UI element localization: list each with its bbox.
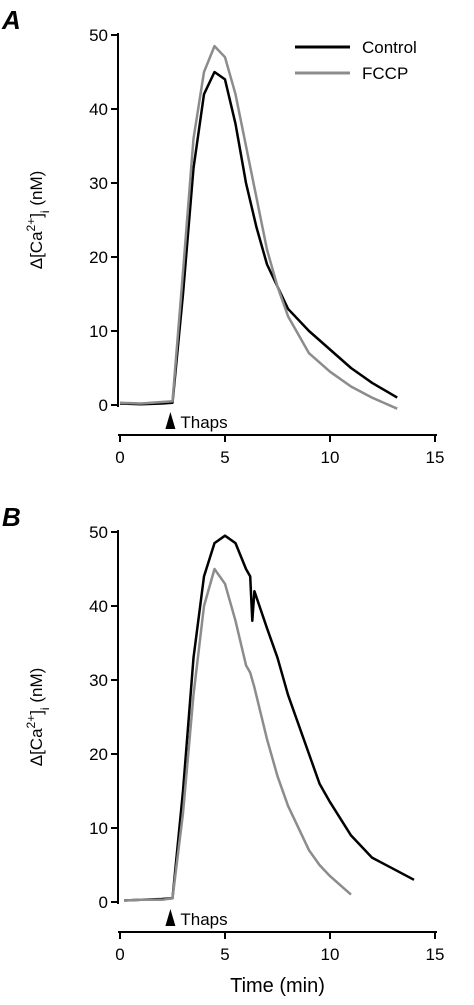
y-tick-label: 50 bbox=[89, 523, 108, 542]
x-tick-label: 15 bbox=[426, 945, 445, 964]
annotation-label: Thaps bbox=[180, 910, 227, 929]
series-line bbox=[124, 534, 415, 902]
y-axis-label-part: ] bbox=[27, 213, 46, 218]
x-tick-label: 15 bbox=[426, 448, 445, 467]
series-line bbox=[119, 44, 398, 410]
panel-label: A bbox=[1, 5, 21, 35]
x-tick-label: 10 bbox=[321, 945, 340, 964]
y-axis-label-part: (nM) bbox=[27, 668, 46, 708]
y-tick-label: 0 bbox=[99, 396, 108, 415]
panel-label: B bbox=[2, 502, 21, 532]
y-axis-label-part: i bbox=[38, 210, 52, 213]
legend-label: Control bbox=[362, 38, 417, 57]
series-line bbox=[124, 567, 352, 902]
y-tick-label: 20 bbox=[89, 745, 108, 764]
x-tick-label: 0 bbox=[115, 945, 124, 964]
x-tick-label: 10 bbox=[321, 448, 340, 467]
y-tick-label: 40 bbox=[89, 100, 108, 119]
y-axis-label: Δ[Ca2+]i (nM) bbox=[24, 668, 52, 767]
y-tick-label: 50 bbox=[89, 26, 108, 45]
legend-label: FCCP bbox=[362, 64, 408, 83]
annotation-arrow bbox=[165, 412, 176, 429]
y-axis-label-part: Δ[Ca bbox=[27, 728, 46, 766]
x-axis-label: Time (min) bbox=[230, 975, 325, 997]
y-axis-label-part: ] bbox=[27, 710, 46, 715]
annotation-arrow bbox=[165, 909, 176, 926]
x-tick-label: 5 bbox=[220, 448, 229, 467]
x-tick-label: 0 bbox=[115, 448, 124, 467]
y-axis-label: Δ[Ca2+]i (nM) bbox=[24, 171, 52, 270]
y-tick-label: 20 bbox=[89, 248, 108, 267]
y-axis-label-part: Δ[Ca bbox=[27, 231, 46, 269]
y-tick-label: 40 bbox=[89, 597, 108, 616]
y-tick-label: 30 bbox=[89, 174, 108, 193]
y-tick-label: 30 bbox=[89, 671, 108, 690]
y-axis-label-part: 2+ bbox=[24, 218, 38, 232]
y-axis-label-part: (nM) bbox=[27, 171, 46, 211]
series-line bbox=[119, 70, 398, 406]
y-axis-label-part: 2+ bbox=[24, 715, 38, 729]
x-tick-label: 5 bbox=[220, 945, 229, 964]
y-tick-label: 10 bbox=[89, 322, 108, 341]
y-tick-label: 10 bbox=[89, 819, 108, 838]
y-tick-label: 0 bbox=[99, 893, 108, 912]
annotation-label: Thaps bbox=[180, 413, 227, 432]
y-axis-label-part: i bbox=[38, 707, 52, 710]
